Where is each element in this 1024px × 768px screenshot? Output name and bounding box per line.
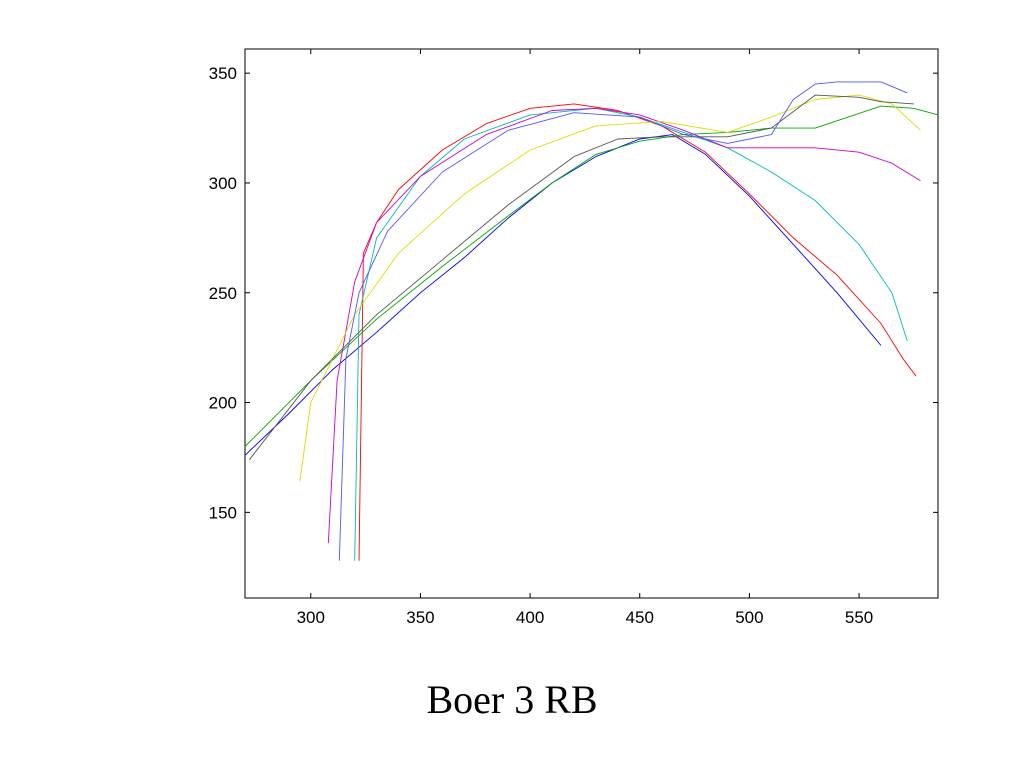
y-tick-label: 300 [209, 174, 237, 193]
series-line-6 [299, 94, 921, 482]
y-tick-label: 200 [209, 394, 237, 413]
x-tick-label: 500 [735, 608, 763, 627]
line-chart: 300 350 400 450 500 550 150 200 250 300 350 [209, 48, 939, 627]
x-tick-label: 400 [516, 608, 544, 627]
series-line-2 [358, 103, 917, 561]
y-tick-label: 150 [209, 503, 237, 522]
series-line-7 [249, 94, 914, 460]
x-tick-label: 300 [297, 608, 325, 627]
plot-frame [244, 48, 939, 599]
chart-caption: Boer 3 RB [426, 677, 598, 722]
series-line-1 [244, 134, 882, 456]
y-tick-label: 350 [209, 64, 237, 83]
series-line-8 [338, 81, 908, 561]
series-line-3 [244, 105, 939, 447]
y-tick-label: 250 [209, 284, 237, 303]
series-line-4 [354, 107, 908, 561]
plot-axes: 300 350 400 450 500 550 150 200 250 300 350 [209, 48, 939, 627]
x-tick-label: 350 [406, 608, 434, 627]
x-tick-label: 450 [626, 608, 654, 627]
x-tick-label: 550 [845, 608, 873, 627]
series-line-5 [327, 107, 921, 544]
series-lines [244, 81, 939, 561]
